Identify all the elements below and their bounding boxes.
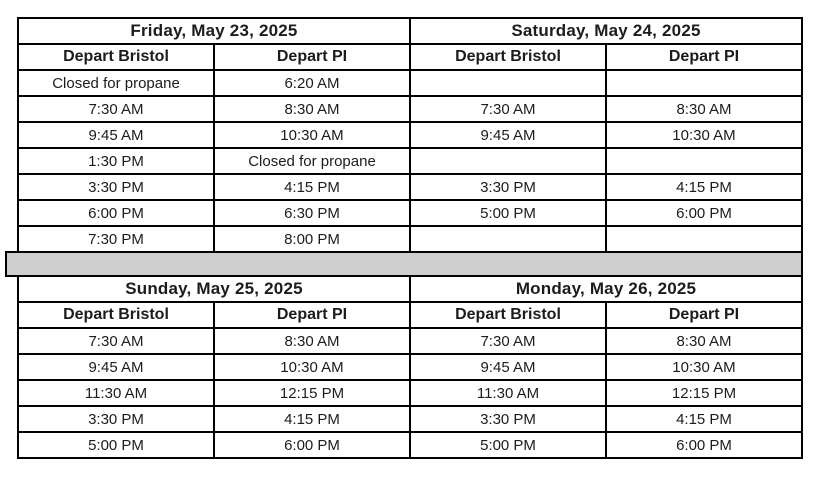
time-cell: 8:30 AM (213, 95, 411, 123)
time-cell: 12:15 PM (605, 379, 803, 407)
column-header-cell: Depart Bristol (17, 301, 215, 329)
schedule-row: 7:30 AM 8:30 AM 7:30 AM 8:30 AM (17, 327, 803, 355)
time-cell: 4:15 PM (605, 405, 803, 433)
column-header-cell: Depart Bristol (409, 301, 607, 329)
day-header-cell: Friday, May 23, 2025 (17, 17, 411, 45)
time-cell: 10:30 AM (213, 121, 411, 149)
time-cell: 7:30 PM (17, 225, 215, 253)
schedule-row: 9:45 AM 10:30 AM 9:45 AM 10:30 AM (17, 353, 803, 381)
column-header-row: Depart Bristol Depart PI Depart Bristol Dep… (17, 301, 803, 329)
empty-cell (409, 69, 607, 97)
time-cell: 10:30 AM (605, 353, 803, 381)
column-header-row: Depart Bristol Depart PI Depart Bristol Dep… (17, 43, 803, 71)
time-cell: 6:00 PM (605, 199, 803, 227)
empty-cell (605, 225, 803, 253)
time-cell: 9:45 AM (17, 121, 215, 149)
time-cell: 5:00 PM (17, 431, 215, 459)
time-cell: 4:15 PM (213, 173, 411, 201)
column-header-cell: Depart PI (213, 43, 411, 71)
column-header-cell: Depart PI (213, 301, 411, 329)
time-cell: 4:15 PM (605, 173, 803, 201)
time-cell: 6:00 PM (17, 199, 215, 227)
time-cell: 8:30 AM (605, 327, 803, 355)
time-cell: 8:30 AM (605, 95, 803, 123)
time-cell: 6:30 PM (213, 199, 411, 227)
time-cell: 8:00 PM (213, 225, 411, 253)
time-cell: 7:30 AM (409, 327, 607, 355)
column-header-cell: Depart Bristol (17, 43, 215, 71)
time-cell: 6:00 PM (213, 431, 411, 459)
time-cell: 11:30 AM (409, 379, 607, 407)
schedule-row: 7:30 AM 8:30 AM 7:30 AM 8:30 AM (17, 95, 803, 123)
day-header-row: Friday, May 23, 2025 Saturday, May 24, 20… (17, 17, 803, 45)
time-cell: 3:30 PM (17, 405, 215, 433)
empty-cell (409, 225, 607, 253)
time-cell: 8:30 AM (213, 327, 411, 355)
time-cell: 1:30 PM (17, 147, 215, 175)
column-header-cell: Depart PI (605, 43, 803, 71)
empty-cell (605, 69, 803, 97)
schedule-row: 3:30 PM 4:15 PM 3:30 PM 4:15 PM (17, 405, 803, 433)
day-header-row: Sunday, May 25, 2025 Monday, May 26, 2025 (17, 275, 803, 303)
time-cell: 4:15 PM (213, 405, 411, 433)
schedule-row: 7:30 PM 8:00 PM (17, 225, 803, 253)
schedule-row: 5:00 PM 6:00 PM 5:00 PM 6:00 PM (17, 431, 803, 459)
time-cell: 7:30 AM (409, 95, 607, 123)
day-header-cell: Saturday, May 24, 2025 (409, 17, 803, 45)
time-cell: 11:30 AM (17, 379, 215, 407)
time-cell: 12:15 PM (213, 379, 411, 407)
schedule-row: 11:30 AM 12:15 PM 11:30 AM 12:15 PM (17, 379, 803, 407)
empty-cell (409, 147, 607, 175)
day-header-cell: Monday, May 26, 2025 (409, 275, 803, 303)
ferry-schedule-page: Friday, May 23, 2025 Saturday, May 24, 20… (0, 17, 818, 459)
schedule-row: 6:00 PM 6:30 PM 5:00 PM 6:00 PM (17, 199, 803, 227)
time-cell: 9:45 AM (409, 353, 607, 381)
time-cell: Closed for propane (213, 147, 411, 175)
schedule-row: 9:45 AM 10:30 AM 9:45 AM 10:30 AM (17, 121, 803, 149)
divider-band (5, 251, 803, 277)
time-cell: 7:30 AM (17, 327, 215, 355)
time-cell: Closed for propane (17, 69, 215, 97)
day-header-cell: Sunday, May 25, 2025 (17, 275, 411, 303)
time-cell: 10:30 AM (605, 121, 803, 149)
schedule-row: 3:30 PM 4:15 PM 3:30 PM 4:15 PM (17, 173, 803, 201)
time-cell: 9:45 AM (17, 353, 215, 381)
time-cell: 3:30 PM (409, 405, 607, 433)
time-cell: 10:30 AM (213, 353, 411, 381)
time-cell: 3:30 PM (17, 173, 215, 201)
time-cell: 6:20 AM (213, 69, 411, 97)
schedule-row: 1:30 PM Closed for propane (17, 147, 803, 175)
time-cell: 5:00 PM (409, 199, 607, 227)
time-cell: 5:00 PM (409, 431, 607, 459)
time-cell: 9:45 AM (409, 121, 607, 149)
empty-cell (605, 147, 803, 175)
time-cell: 6:00 PM (605, 431, 803, 459)
sunday-monday-schedule-table: Sunday, May 25, 2025 Monday, May 26, 2025… (17, 275, 803, 459)
time-cell: 3:30 PM (409, 173, 607, 201)
time-cell: 7:30 AM (17, 95, 215, 123)
column-header-cell: Depart PI (605, 301, 803, 329)
column-header-cell: Depart Bristol (409, 43, 607, 71)
friday-saturday-schedule-table: Friday, May 23, 2025 Saturday, May 24, 20… (17, 17, 803, 253)
schedule-row: Closed for propane 6:20 AM (17, 69, 803, 97)
